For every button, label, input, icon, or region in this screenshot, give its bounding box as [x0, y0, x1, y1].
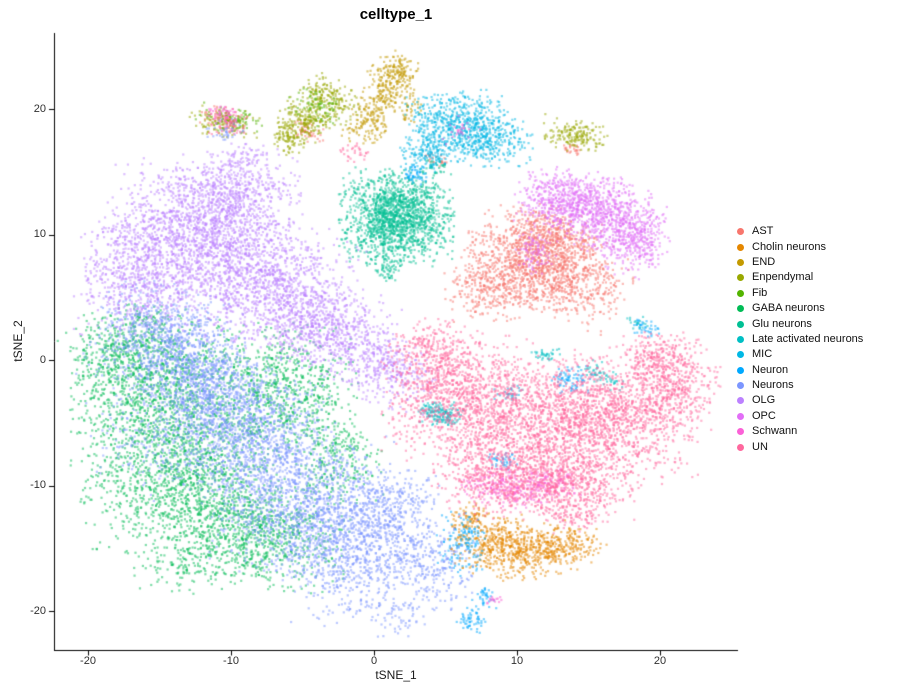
legend-item: AST — [737, 224, 863, 239]
legend-swatch — [737, 428, 744, 436]
legend-item: OPC — [737, 409, 863, 424]
legend-swatch — [737, 289, 744, 297]
legend-item: GABA neurons — [737, 301, 863, 316]
legend-label: MIC — [752, 348, 773, 361]
legend-swatch — [737, 412, 744, 420]
legend-item: Glu neurons — [737, 316, 863, 331]
legend-swatch — [737, 274, 744, 282]
legend-item: Neuron — [737, 363, 863, 378]
legend-swatch — [737, 320, 744, 328]
legend-label: Fib — [752, 286, 768, 299]
x-axis-title: tSNE_1 — [375, 668, 417, 682]
legend-label: Schwann — [752, 425, 798, 438]
chart-title: celltype_1 — [359, 6, 433, 23]
legend-item: Schwann — [737, 424, 863, 439]
x-tick-label: 10 — [510, 655, 524, 667]
legend-item: Fib — [737, 286, 863, 301]
legend-label: OPC — [752, 409, 776, 422]
legend-label: Enpendymal — [752, 271, 814, 284]
legend-item: Late activated neurons — [737, 332, 863, 347]
legend-swatch — [737, 351, 744, 359]
legend-label: OLG — [752, 394, 776, 407]
legend-label: GABA neurons — [752, 302, 825, 315]
legend-swatch — [737, 305, 744, 313]
legend-label: Cholin neurons — [752, 240, 826, 253]
y-axis-title: tSNE_2 — [11, 320, 25, 362]
x-tick-label: -20 — [80, 655, 96, 667]
legend-swatch — [737, 335, 744, 343]
x-tick-label: 0 — [370, 655, 378, 667]
legend-label: Neurons — [752, 379, 794, 392]
y-tick-label: 10 — [33, 228, 46, 240]
legend-label: UN — [752, 440, 768, 453]
legend-item: MIC — [737, 347, 863, 362]
legend-item: END — [737, 255, 863, 270]
legend-item: Enpendymal — [737, 270, 863, 285]
legend-item: Cholin neurons — [737, 239, 863, 254]
legend-label: Neuron — [752, 363, 789, 376]
legend-item: OLG — [737, 393, 863, 408]
legend-label: AST — [752, 225, 774, 238]
legend-swatch — [737, 366, 744, 374]
y-tick-label: 0 — [39, 354, 46, 366]
legend-label: END — [752, 255, 776, 268]
legend-label: Late activated neurons — [752, 332, 864, 345]
legend-swatch — [737, 397, 744, 405]
legend-swatch — [737, 382, 744, 390]
legend-item: UN — [737, 439, 863, 454]
x-tick-label: -10 — [223, 655, 239, 667]
legend-swatch — [737, 443, 744, 451]
legend-label: Glu neurons — [752, 317, 812, 330]
legend-swatch — [737, 243, 744, 251]
y-tick-label: 20 — [33, 103, 46, 115]
legend-item: Neurons — [737, 378, 863, 393]
legend-swatch — [737, 228, 744, 236]
legend-swatch — [737, 258, 744, 266]
legend: AST Cholin neurons END Enpendymal Fib GABA ne… — [737, 224, 863, 455]
y-tick-label: -10 — [30, 479, 46, 491]
x-tick-label: 20 — [653, 655, 667, 667]
y-tick-label: -20 — [30, 605, 46, 617]
